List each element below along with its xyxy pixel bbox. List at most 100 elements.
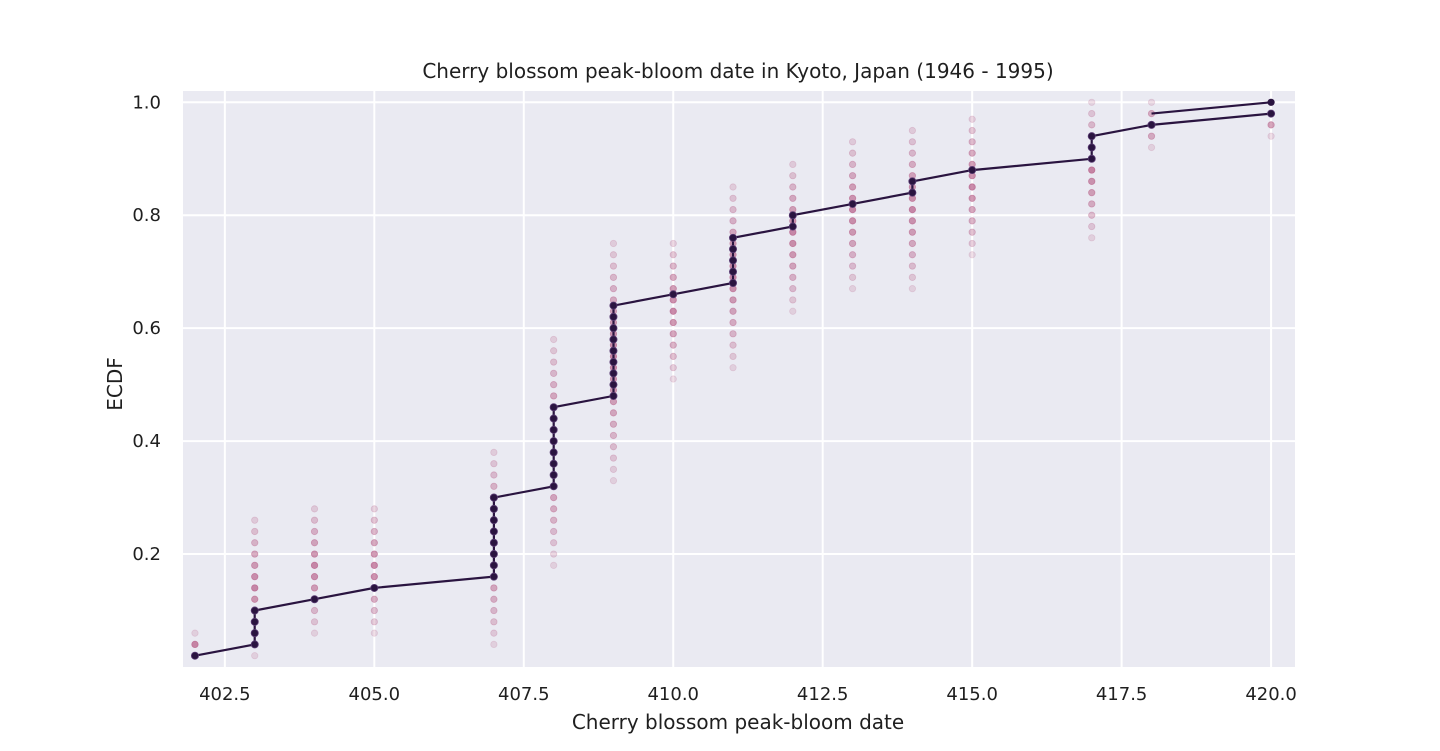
ecdf-point — [310, 595, 319, 604]
ecdf-point — [549, 403, 558, 412]
ecdf-point — [250, 640, 259, 649]
y-tick-label: 0.6 — [132, 318, 161, 339]
bootstrap-point — [370, 629, 378, 637]
bootstrap-point — [848, 149, 857, 157]
bootstrap-point — [1147, 98, 1156, 106]
bootstrap-point — [968, 205, 976, 214]
bootstrap-point — [908, 205, 916, 214]
ecdf-point — [549, 482, 558, 491]
bootstrap-point — [968, 183, 976, 191]
bootstrap-point — [310, 550, 319, 558]
bootstrap-point — [908, 273, 916, 281]
ecdf-point — [609, 391, 618, 400]
bootstrap-point — [968, 228, 976, 236]
bootstrap-point — [848, 251, 857, 259]
bootstrap-point — [729, 205, 737, 214]
ecdf-point — [609, 335, 618, 344]
bootstrap-point — [1267, 132, 1275, 140]
bootstrap-point — [490, 606, 498, 615]
bootstrap-point — [550, 381, 558, 389]
bootstrap-point — [848, 285, 857, 293]
ecdf-point — [549, 414, 558, 423]
ecdf-point — [669, 290, 678, 299]
bootstrap-point — [1088, 166, 1096, 174]
ecdf-point — [1087, 154, 1096, 163]
y-axis-label: ECDF — [103, 357, 127, 411]
bootstrap-point — [968, 194, 976, 202]
bootstrap-point — [789, 251, 797, 259]
bootstrap-point — [729, 341, 737, 349]
ecdf-point — [489, 527, 498, 536]
bootstrap-point — [908, 228, 916, 236]
bootstrap-point — [789, 296, 797, 304]
bootstrap-point — [191, 640, 199, 649]
bootstrap-point — [908, 285, 916, 293]
ecdf-point — [1087, 132, 1096, 141]
bootstrap-point — [310, 527, 319, 536]
ecdf-point — [609, 358, 618, 367]
ecdf-point — [788, 222, 797, 231]
bootstrap-point — [729, 318, 737, 327]
bootstrap-point — [251, 550, 259, 558]
ecdf-point — [370, 583, 379, 592]
bootstrap-point — [908, 262, 916, 270]
bootstrap-point — [669, 239, 677, 248]
bootstrap-point — [251, 527, 259, 536]
bootstrap-point — [609, 454, 618, 462]
bootstrap-point — [370, 550, 378, 558]
bootstrap-point — [609, 431, 618, 440]
bootstrap-point — [848, 183, 857, 191]
bootstrap-point — [310, 561, 319, 569]
bootstrap-point — [1088, 200, 1096, 208]
bootstrap-point — [490, 460, 498, 468]
bootstrap-point — [908, 251, 916, 259]
bootstrap-point — [310, 584, 319, 592]
bootstrap-point — [370, 595, 378, 603]
ecdf-point — [489, 538, 498, 547]
bootstrap-point — [550, 527, 558, 536]
ecdf-point — [549, 425, 558, 434]
bootstrap-point — [550, 493, 558, 502]
x-tick-label: 415.0 — [946, 684, 998, 705]
ecdf-point — [968, 166, 977, 175]
bootstrap-point — [789, 307, 797, 315]
bootstrap-point — [370, 573, 378, 581]
bootstrap-point — [789, 262, 797, 270]
bootstrap-point — [490, 584, 498, 592]
bootstrap-point — [848, 172, 857, 180]
bootstrap-point — [968, 217, 976, 225]
ecdf-point — [609, 380, 618, 389]
bootstrap-point — [908, 149, 916, 157]
bootstrap-point — [310, 606, 319, 615]
bootstrap-point — [848, 239, 857, 248]
bootstrap-point — [729, 217, 737, 225]
bootstrap-point — [669, 352, 677, 361]
ecdf-point — [489, 561, 498, 570]
ecdf-point — [549, 470, 558, 479]
bootstrap-point — [669, 251, 677, 259]
x-tick-label: 405.0 — [349, 684, 401, 705]
bootstrap-point — [1088, 234, 1096, 242]
bootstrap-point — [490, 618, 498, 626]
x-tick-label: 417.5 — [1096, 684, 1148, 705]
bootstrap-point — [669, 307, 677, 315]
y-tick-label: 0.8 — [132, 205, 161, 226]
bootstrap-point — [310, 573, 319, 581]
bootstrap-point — [669, 330, 677, 338]
bootstrap-point — [251, 652, 259, 660]
ecdf-point — [1267, 109, 1276, 118]
bootstrap-point — [729, 330, 737, 338]
bootstrap-point — [310, 618, 319, 626]
y-tick-label: 0.2 — [132, 544, 161, 565]
bootstrap-point — [490, 471, 498, 479]
bootstrap-point — [729, 364, 737, 372]
bootstrap-point — [609, 251, 618, 259]
bootstrap-point — [251, 561, 259, 569]
bootstrap-point — [789, 194, 797, 202]
x-tick-label: 410.0 — [647, 684, 699, 705]
ecdf-point — [250, 617, 259, 626]
bootstrap-point — [370, 516, 378, 524]
ecdf-point — [489, 504, 498, 513]
bootstrap-point — [908, 217, 916, 225]
